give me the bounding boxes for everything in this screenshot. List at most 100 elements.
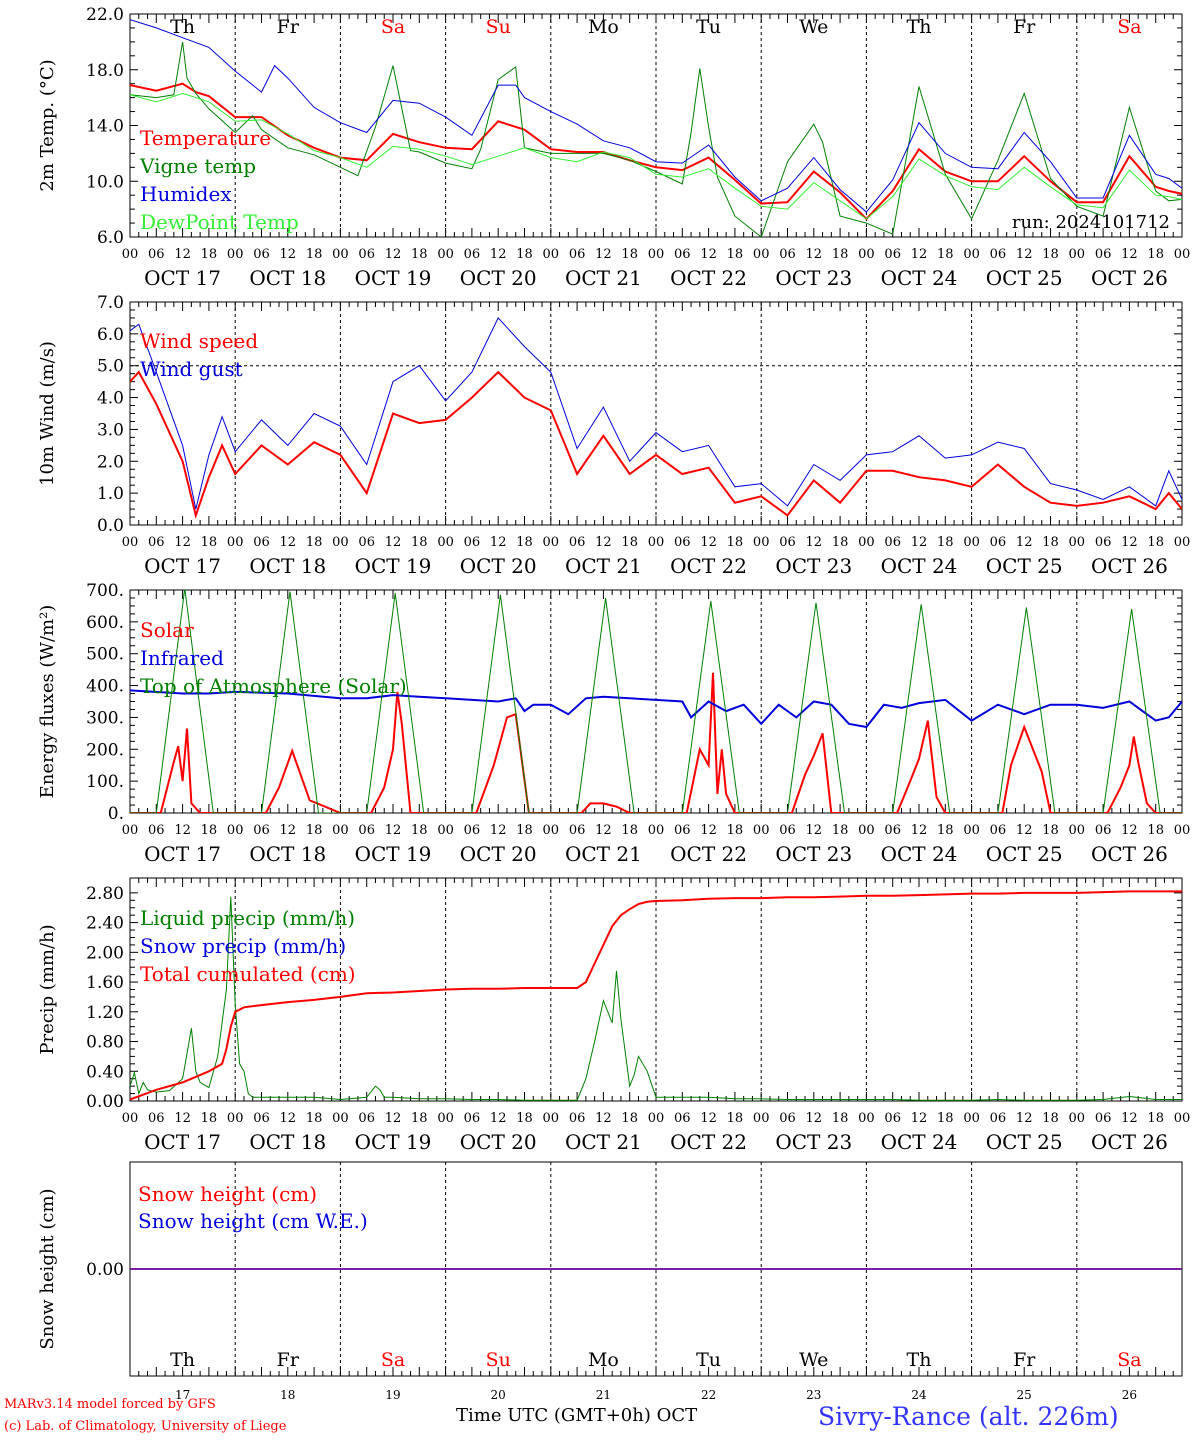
hour-label: 18 [832, 247, 849, 262]
hour-label: 12 [1016, 823, 1033, 838]
legend-entry: Vigne temp [139, 154, 256, 178]
y-tick-label: 3.0 [97, 420, 124, 440]
date-label: OCT 19 [355, 266, 432, 290]
hour-label: 12 [280, 823, 297, 838]
hour-label: 06 [148, 535, 165, 550]
y-axis-label: 2m Temp. (°C) [37, 59, 58, 191]
y-tick-label: 2.0 [97, 452, 124, 472]
day-number: 20 [491, 1388, 506, 1402]
hour-label: 12 [595, 1111, 612, 1126]
date-label: OCT 26 [1091, 554, 1168, 578]
hour-label: 00 [122, 823, 139, 838]
hour-label: 00 [1174, 1111, 1191, 1126]
hour-label: 06 [358, 823, 375, 838]
hour-label: 12 [911, 535, 928, 550]
day-name: Fr [277, 16, 300, 38]
series-wind-gust [130, 317, 1182, 510]
y-tick-label: 0.40 [86, 1062, 124, 1082]
date-label: OCT 17 [144, 1130, 221, 1154]
hour-label: 06 [1095, 1111, 1112, 1126]
hour-label: 00 [648, 1111, 665, 1126]
hour-label: 00 [332, 247, 349, 262]
y-tick-label: 22.0 [86, 5, 124, 25]
hour-label: 06 [253, 1111, 270, 1126]
hour-label: 00 [437, 247, 454, 262]
hour-label: 06 [674, 823, 691, 838]
day-name: Mo [588, 16, 619, 38]
hour-label: 12 [280, 535, 297, 550]
hour-label: 06 [674, 535, 691, 550]
y-tick-label: 6.0 [97, 325, 124, 345]
y-axis-label: Precip (mm/h) [37, 924, 58, 1054]
y-tick-label: 0.00 [86, 1260, 124, 1280]
hour-label: 00 [122, 247, 139, 262]
hour-label: 06 [148, 823, 165, 838]
y-tick-label: 0.0 [97, 516, 124, 536]
hour-label: 12 [490, 823, 507, 838]
date-label: OCT 17 [144, 266, 221, 290]
hour-label: 00 [332, 823, 349, 838]
hour-label: 12 [385, 535, 402, 550]
y-tick-label: 0.00 [86, 1092, 124, 1112]
hour-label: 18 [1147, 823, 1164, 838]
hour-label: 18 [832, 1111, 849, 1126]
series-dewpoint-temp [130, 92, 1182, 220]
hour-label: 12 [1016, 247, 1033, 262]
date-label: OCT 25 [986, 842, 1063, 866]
hour-label: 18 [937, 535, 954, 550]
date-label: OCT 24 [881, 842, 958, 866]
hour-label: 00 [963, 247, 980, 262]
hour-label: 12 [490, 535, 507, 550]
hour-label: 06 [990, 247, 1007, 262]
hour-label: 18 [1042, 823, 1059, 838]
day-name: Sa [381, 16, 405, 38]
hour-label: 18 [621, 535, 638, 550]
date-label: OCT 26 [1091, 842, 1168, 866]
hour-label: 18 [1042, 535, 1059, 550]
hour-label: 12 [911, 1111, 928, 1126]
series-total-cumulated-cm- [130, 890, 1182, 1101]
date-label: OCT 23 [775, 266, 852, 290]
hour-label: 12 [385, 823, 402, 838]
legend-entry: Snow precip (mm/h) [140, 934, 346, 958]
series-temperature [130, 82, 1182, 221]
hour-label: 12 [700, 535, 717, 550]
hour-label: 18 [937, 1111, 954, 1126]
legend-entry: Snow height (cm W.E.) [138, 1209, 368, 1233]
y-axis-label: Energy fluxes (W/m²) [37, 605, 58, 799]
y-tick-label: 6.0 [97, 228, 124, 248]
hour-label: 12 [911, 247, 928, 262]
date-label: OCT 19 [355, 1130, 432, 1154]
date-label: OCT 17 [144, 554, 221, 578]
hour-label: 06 [884, 247, 901, 262]
day-name: Tu [696, 16, 721, 38]
y-tick-label: 14.0 [86, 117, 124, 137]
hour-label: 12 [174, 1111, 191, 1126]
date-label: OCT 19 [355, 554, 432, 578]
hour-label: 18 [937, 823, 954, 838]
hour-label: 18 [1147, 535, 1164, 550]
hour-label: 18 [201, 823, 218, 838]
hour-label: 06 [884, 1111, 901, 1126]
hour-label: 18 [1042, 1111, 1059, 1126]
day-number: 22 [701, 1388, 716, 1402]
hour-label: 18 [411, 247, 428, 262]
hour-label: 06 [569, 1111, 586, 1126]
day-name-bottom: Fr [1013, 1349, 1036, 1371]
hour-label: 06 [464, 535, 481, 550]
day-name: Sa [1117, 16, 1141, 38]
day-name-bottom: Mo [588, 1349, 619, 1371]
legend-entry: Snow height (cm) [138, 1182, 317, 1206]
hour-label: 00 [858, 823, 875, 838]
hour-label: 18 [411, 1111, 428, 1126]
legend-entry: Temperature [140, 126, 271, 150]
model-credit: MARv3.14 model forced by GFS [4, 1397, 216, 1412]
legend-entry: Infrared [140, 646, 224, 670]
hour-label: 12 [700, 247, 717, 262]
hour-label: 06 [674, 247, 691, 262]
hour-label: 18 [621, 1111, 638, 1126]
hour-label: 18 [516, 535, 533, 550]
hour-label: 00 [227, 823, 244, 838]
hour-label: 00 [543, 1111, 560, 1126]
